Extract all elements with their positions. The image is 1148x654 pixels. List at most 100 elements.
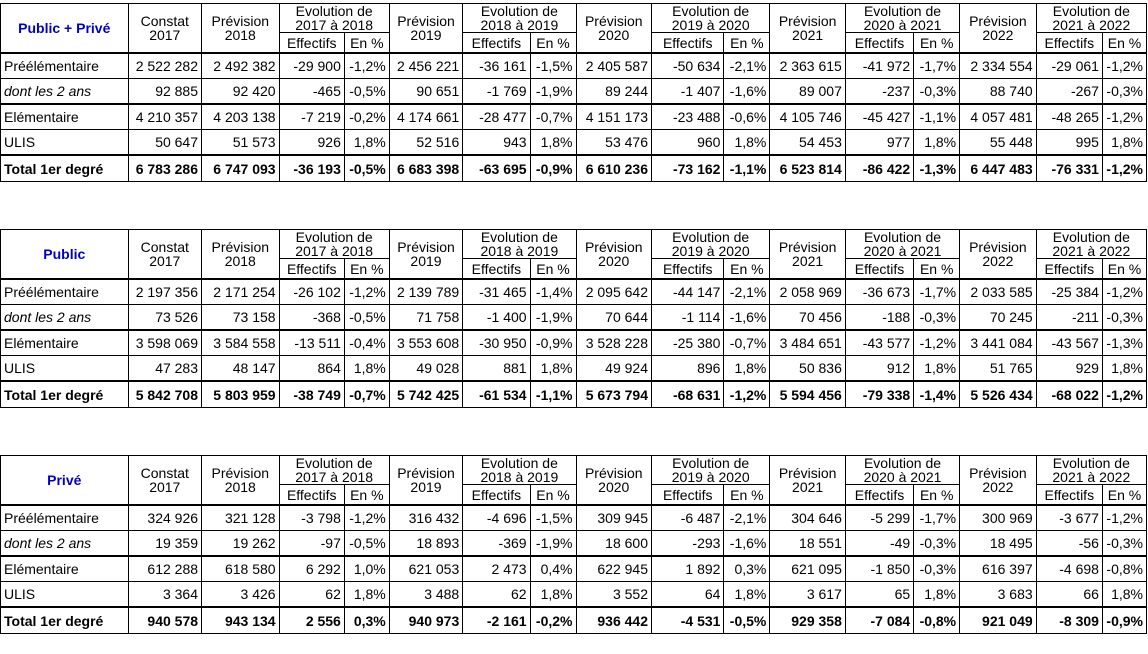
table-cell: -237 [844, 78, 915, 105]
header-prevision: Prévision 2020 [575, 455, 652, 506]
table-cell: 2 095 642 [575, 278, 652, 305]
table-cell: 2 363 615 [769, 52, 846, 79]
table-cell: -13 511 [278, 329, 345, 356]
table-cell: 4 105 746 [769, 103, 846, 130]
table-cell: 940 578 [127, 606, 203, 634]
header-evolution: Evolution de 2018 à 2019 [462, 3, 577, 33]
table-cell: -63 695 [462, 154, 531, 182]
subheader-row: Effectifs En % Effectifs En % Effectifs En % E… [1, 484, 1148, 506]
table-cell: -1,2% [343, 52, 390, 79]
subheader-en-pct: En % [1101, 258, 1148, 280]
header-evolution: Evolution de 2017 à 2018 [278, 455, 390, 485]
header-prevision-label: Prévision [211, 465, 270, 481]
table-cell: 3 484 651 [769, 329, 846, 356]
table-cell: -293 [650, 530, 725, 557]
header-prevision-label: Prévision [778, 465, 837, 481]
table-cell: -4 698 [1035, 555, 1103, 582]
table-cell: -23 488 [650, 103, 725, 130]
row-label: Préélémentaire [0, 52, 129, 79]
table-cell: 5 742 425 [388, 380, 464, 408]
table-cell: 5 526 434 [959, 380, 1037, 408]
table-cell: 4 210 357 [127, 103, 203, 130]
header-evolution-period: 2019 à 2020 [671, 243, 750, 259]
header-prevision: Prévision 2021 [769, 455, 846, 506]
table-cell: 49 924 [575, 355, 652, 382]
header-evolution: Evolution de 2017 à 2018 [278, 3, 390, 33]
table-cell: 940 973 [388, 606, 464, 634]
row-label: dont les 2 ans [0, 304, 129, 331]
table-cell: -1,1% [913, 103, 961, 130]
table-cell: -188 [844, 304, 915, 331]
block-title: Privé [0, 455, 129, 506]
table-cell: -48 265 [1035, 103, 1103, 130]
header-evolution-period: 2019 à 2020 [671, 17, 750, 33]
table-cell: -0,5% [343, 78, 390, 105]
table-cell: -211 [1035, 304, 1103, 331]
header-prevision-year: 2018 [224, 479, 256, 495]
row-label: Total 1er degré [0, 380, 129, 408]
table-cell: 2 033 585 [959, 278, 1037, 305]
header-evolution-period: 2020 à 2021 [863, 469, 942, 485]
table-cell: -1 400 [462, 304, 531, 331]
table-cell: -30 950 [462, 329, 531, 356]
table-cell: 92 885 [127, 78, 203, 105]
table-cell: 18 893 [388, 530, 464, 557]
table-cell: -26 102 [278, 278, 345, 305]
table-cell: 943 134 [201, 606, 280, 634]
table-cell: 73 526 [127, 304, 203, 331]
table-cell: -0,7% [723, 329, 771, 356]
table-cell: -1,7% [913, 278, 961, 305]
header-prevision-year: 2020 [598, 479, 630, 495]
table-cell: -1 850 [844, 555, 915, 582]
header-prevision: Prévision 2021 [769, 229, 846, 280]
table-cell: -43 577 [844, 329, 915, 356]
header-evolution: Evolution de 2019 à 2020 [650, 455, 771, 485]
table-cell: -3 677 [1035, 504, 1103, 531]
table-cell: 1,8% [343, 129, 390, 156]
table-cell: 47 283 [127, 355, 203, 382]
table-cell: -0,2% [343, 103, 390, 130]
header-prevision: Prévision 2022 [959, 229, 1037, 280]
table-cell: -36 193 [278, 154, 345, 182]
table-cell: 19 359 [127, 530, 203, 557]
table-cell: -0,9% [529, 329, 577, 356]
table-cell: 62 [278, 581, 345, 608]
header-prevision-label: Prévision [778, 239, 837, 255]
row-label: dont les 2 ans [0, 530, 129, 557]
header-constat-year: 2017 [149, 479, 181, 495]
table-cell: -368 [278, 304, 345, 331]
table-cell: 1,8% [1101, 129, 1148, 156]
table-block-1: Public Constat 2017 Prévision 2018 Evolution … [0, 229, 1148, 408]
table-row: Total 1er degré 940 578 943 134 2 556 0,3% 94… [0, 606, 1148, 634]
table-cell: 1,8% [723, 355, 771, 382]
table-cell: -0,3% [1101, 78, 1148, 105]
table-cell: 3 584 558 [201, 329, 280, 356]
table-cell: -1,5% [529, 52, 577, 79]
table-cell: -1,1% [723, 154, 771, 182]
subheader-en-pct: En % [529, 32, 577, 54]
table-cell: 929 358 [769, 606, 846, 634]
table-cell: -1 114 [650, 304, 725, 331]
table-row: dont les 2 ans 19 359 19 262 -97 -0,5% 18 893… [0, 530, 1148, 557]
header-row: Public + Privé Constat 2017 Prévision 2018 Ev… [0, 3, 1148, 54]
table-cell: -1,9% [529, 530, 577, 557]
header-prevision: Prévision 2019 [388, 229, 464, 280]
header-evolution: Evolution de 2019 à 2020 [650, 229, 771, 259]
subheader-effectifs: Effectifs [844, 32, 915, 54]
header-evolution: Evolution de 2021 à 2022 [1035, 229, 1148, 259]
header-prevision-label: Prévision [211, 239, 270, 255]
header-prevision-label: Prévision [969, 239, 1027, 255]
table-cell: -5 299 [844, 504, 915, 531]
table-row: ULIS 50 647 51 573 926 1,8% 52 516 943 1,8% 53 4… [0, 129, 1148, 156]
header-constat-year: 2017 [149, 27, 181, 43]
header-prevision-label: Prévision [969, 465, 1027, 481]
header-prevision: Prévision 2021 [769, 3, 846, 54]
table-cell: -1,7% [913, 52, 961, 79]
table-cell: 88 740 [959, 78, 1037, 105]
header-prevision-label: Prévision [584, 239, 643, 255]
header-evolution-label: Evolution de [672, 3, 750, 19]
table-cell: 6 523 814 [769, 154, 846, 182]
table-cell: 1,8% [913, 581, 961, 608]
table-cell: -61 534 [462, 380, 531, 408]
header-evolution: Evolution de 2018 à 2019 [462, 229, 577, 259]
